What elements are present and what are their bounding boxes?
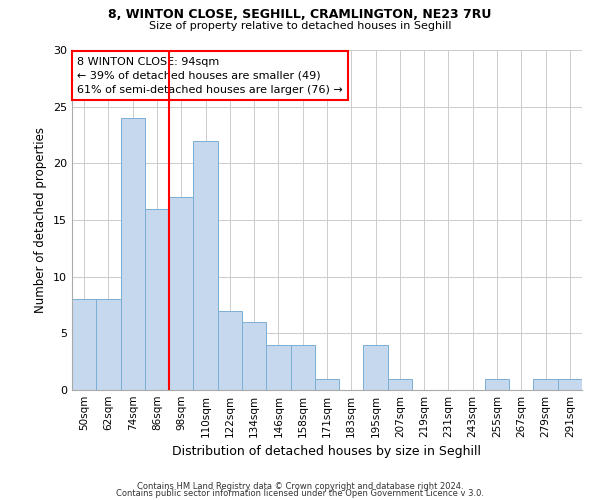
Bar [218, 310, 242, 390]
Text: 8 WINTON CLOSE: 94sqm
← 39% of detached houses are smaller (49)
61% of semi-deta: 8 WINTON CLOSE: 94sqm ← 39% of detached … [77, 57, 343, 95]
X-axis label: Distribution of detached houses by size in Seghill: Distribution of detached houses by size … [173, 446, 482, 458]
Bar [121, 118, 145, 390]
Y-axis label: Number of detached properties: Number of detached properties [34, 127, 47, 313]
Text: 8, WINTON CLOSE, SEGHILL, CRAMLINGTON, NE23 7RU: 8, WINTON CLOSE, SEGHILL, CRAMLINGTON, N… [109, 8, 491, 20]
Bar [290, 344, 315, 390]
Bar [96, 300, 121, 390]
Bar [242, 322, 266, 390]
Text: Size of property relative to detached houses in Seghill: Size of property relative to detached ho… [149, 21, 451, 31]
Text: Contains public sector information licensed under the Open Government Licence v : Contains public sector information licen… [116, 490, 484, 498]
Bar [388, 378, 412, 390]
Bar [315, 378, 339, 390]
Bar [145, 208, 169, 390]
Bar [558, 378, 582, 390]
Bar [169, 198, 193, 390]
Text: Contains HM Land Registry data © Crown copyright and database right 2024.: Contains HM Land Registry data © Crown c… [137, 482, 463, 491]
Bar [485, 378, 509, 390]
Bar [72, 300, 96, 390]
Bar [193, 140, 218, 390]
Bar [533, 378, 558, 390]
Bar [364, 344, 388, 390]
Bar [266, 344, 290, 390]
